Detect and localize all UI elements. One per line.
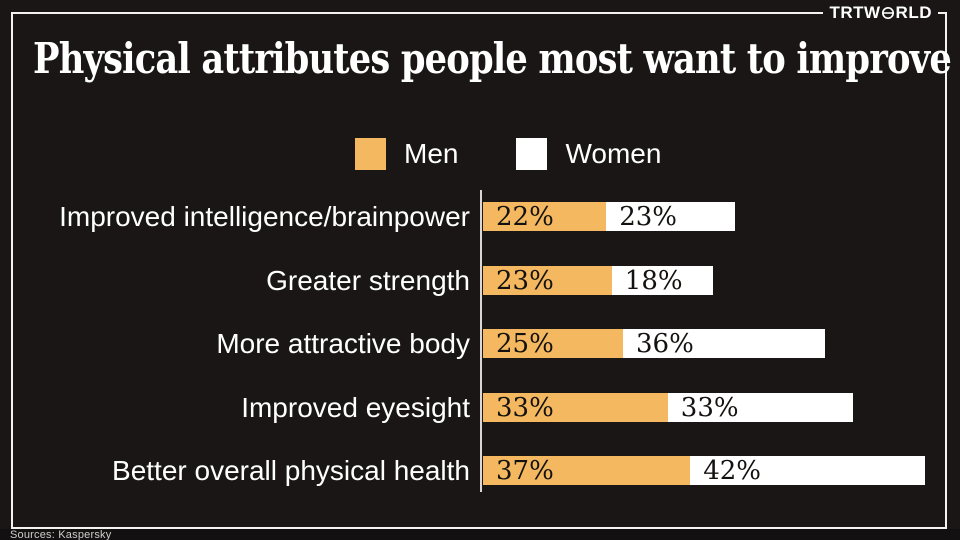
category-label: Improved eyesight	[241, 391, 470, 423]
chart-row: More attractive body 25% 36%	[0, 327, 960, 359]
footer-bar: Sources: Kaspersky	[0, 529, 960, 540]
legend-label: Women	[565, 138, 662, 169]
trt-world-logo: TRTW RLD	[823, 3, 938, 23]
legend-swatch-women	[516, 137, 548, 170]
chart-title: Physical attributes people most want to …	[33, 34, 952, 83]
category-label: Greater strength	[266, 264, 470, 296]
legend-label: Men	[404, 138, 459, 169]
chart-row: Improved intelligence/brainpower 22% 23%	[0, 200, 960, 232]
bar-value: 36%	[636, 328, 694, 359]
logo-text-rld: RLD	[895, 3, 932, 22]
bar-value: 22%	[496, 201, 554, 232]
bar-group: 22% 23%	[483, 201, 735, 232]
bar-value: 25%	[496, 328, 554, 359]
legend-swatch-men	[355, 137, 386, 170]
chart-row: Improved eyesight 33% 33%	[0, 391, 960, 423]
bar-value: 23%	[496, 265, 554, 296]
bar-group: 25% 36%	[483, 328, 825, 359]
bar-value: 33%	[680, 392, 739, 423]
source-credit: Sources: Kaspersky	[10, 529, 112, 540]
bar-value: 18%	[624, 265, 683, 296]
axis-baseline	[480, 190, 482, 492]
bar-segment-women: 18%	[611, 265, 713, 296]
logo-text-trt: TRT	[829, 3, 864, 22]
bar-value: 37%	[496, 455, 554, 486]
bar-segment-women: 42%	[690, 455, 926, 486]
category-label: Better overall physical health	[112, 454, 470, 486]
bar-segment-men: 23%	[483, 265, 612, 296]
bar-segment-men: 33%	[483, 392, 668, 423]
legend-item-women: Women	[516, 137, 661, 170]
logo-text-world: W RLD	[864, 3, 932, 22]
bar-segment-men: 25%	[483, 328, 623, 359]
category-label: Improved intelligence/brainpower	[59, 200, 470, 232]
bar-segment-women: 33%	[667, 392, 853, 423]
chart-row: Better overall physical health 37% 42%	[0, 454, 960, 486]
bar-value: 33%	[496, 392, 554, 423]
bar-segment-men: 37%	[483, 455, 691, 486]
category-label: More attractive body	[216, 327, 470, 359]
logo-text-w: W	[864, 3, 881, 22]
bar-segment-men: 22%	[483, 201, 607, 232]
globe-icon	[882, 6, 895, 19]
bar-value: 23%	[619, 201, 677, 232]
bar-group: 33% 33%	[483, 392, 853, 423]
bar-group: 37% 42%	[483, 455, 926, 486]
chart-row: Greater strength 23% 18%	[0, 264, 960, 296]
legend-item-men: Men	[355, 137, 458, 170]
bar-group: 23% 18%	[483, 265, 713, 296]
bar-segment-women: 36%	[623, 328, 825, 359]
bar-segment-women: 23%	[606, 201, 735, 232]
bar-value: 42%	[703, 455, 761, 486]
chart-legend: Men Women	[355, 137, 661, 170]
